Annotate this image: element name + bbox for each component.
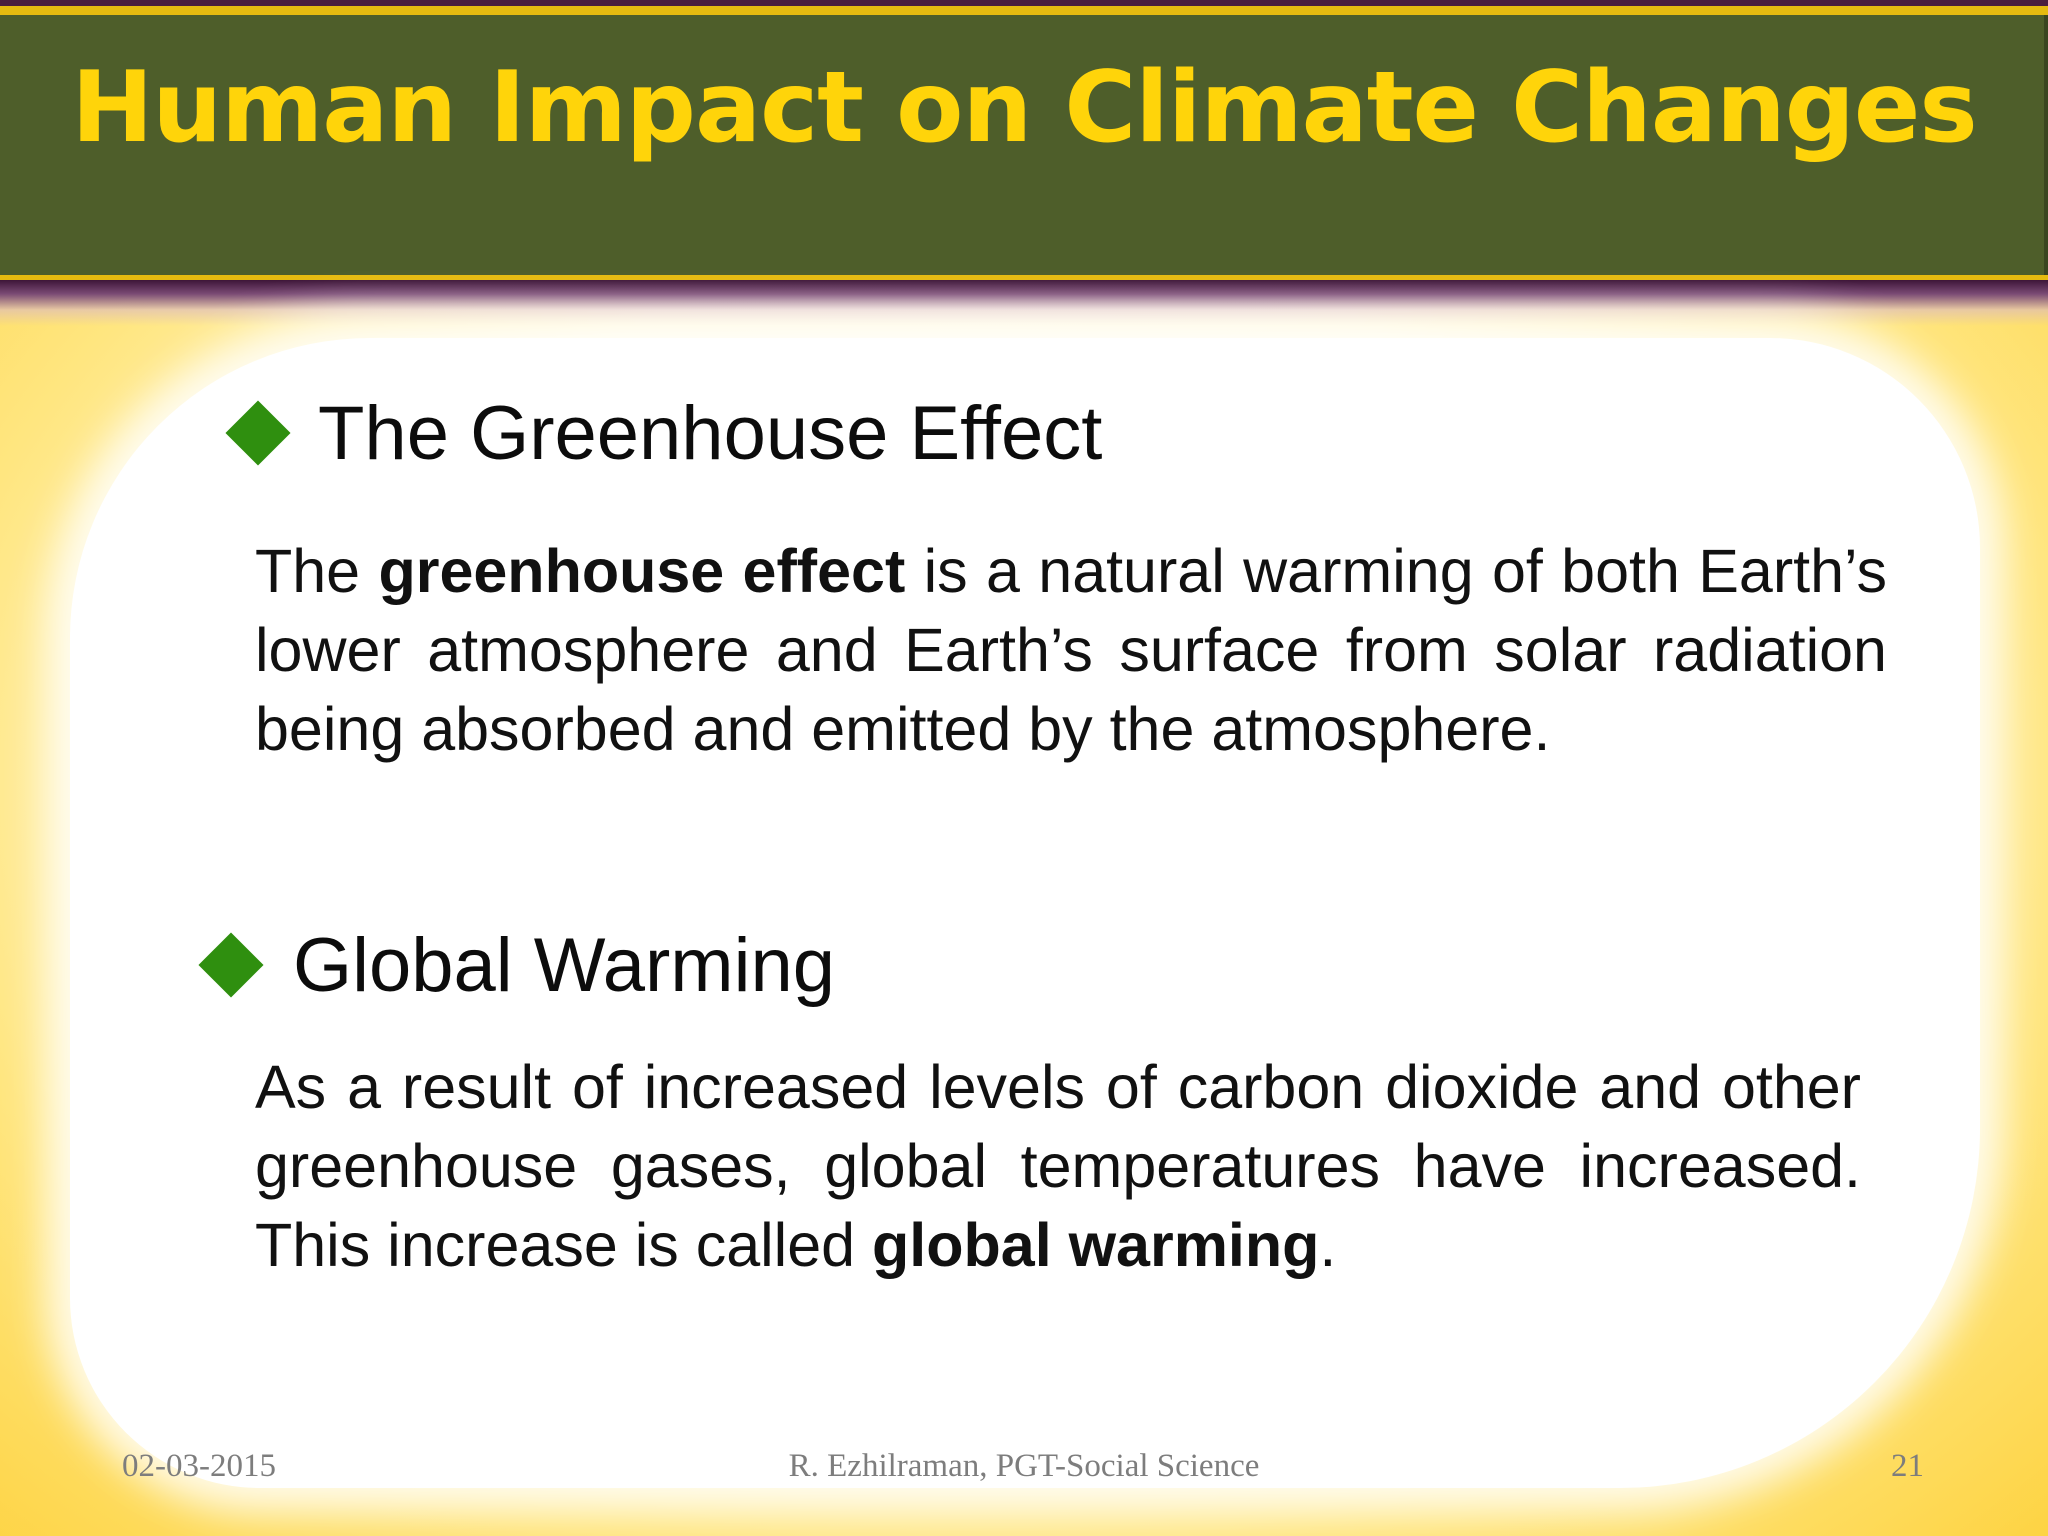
footer-author: R. Ezhilraman, PGT-Social Science (788, 1448, 1260, 1484)
section-body-global-warming: As a result of increased levels of carbo… (255, 1048, 1861, 1285)
body-bold-term: greenhouse effect (378, 537, 906, 605)
title-band (0, 15, 2048, 275)
body-text: The (255, 537, 379, 605)
footer-date: 02-03-2015 (122, 1448, 276, 1484)
body-text: . (1319, 1211, 1337, 1279)
section-heading-greenhouse: The Greenhouse Effect (318, 391, 1103, 476)
section-heading-global-warming: Global Warming (293, 923, 836, 1008)
footer-page-number: 21 (1891, 1448, 1924, 1484)
title-shadow-band (0, 280, 2048, 326)
section-body-greenhouse: The greenhouse effect is a natural warmi… (255, 532, 1887, 769)
top-gold-stripe (0, 6, 2048, 15)
body-text: As a result of increased levels of carbo… (255, 1053, 1861, 1279)
body-text: is a natural warming of both Earth’s low… (255, 537, 1887, 763)
body-bold-term: global warming (872, 1211, 1320, 1279)
title-gold-rule (0, 275, 2048, 280)
slide-title: Human Impact on Climate Changes (71, 51, 1977, 165)
top-purple-stripe (0, 0, 2048, 6)
content-panel (70, 338, 1980, 1488)
